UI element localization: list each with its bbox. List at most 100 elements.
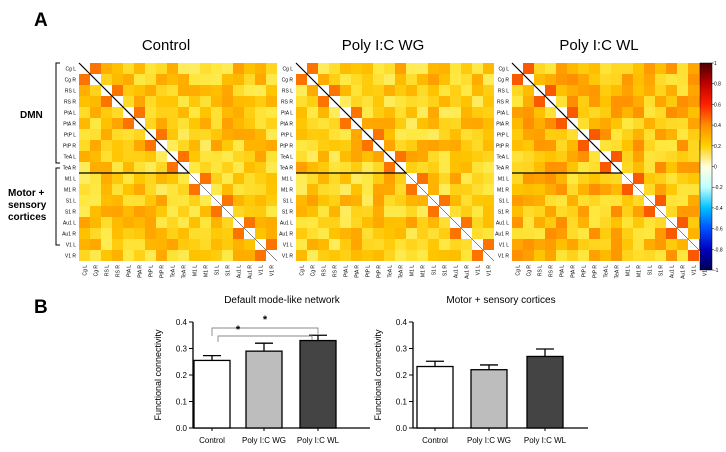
heatmap-cell (523, 173, 534, 184)
heatmap-cell (611, 85, 622, 96)
heatmap-cell (90, 107, 101, 118)
heatmap-cell (600, 129, 611, 140)
heatmap-cell (666, 140, 677, 151)
heatmap-cell (90, 173, 101, 184)
colorbar-strip (699, 62, 713, 271)
heatmap-cell (373, 206, 384, 217)
column-label: RS R (549, 265, 555, 277)
heatmap-cell (567, 107, 578, 118)
heatmap-cell (189, 184, 200, 195)
heatmap-cell (512, 239, 523, 250)
heatmap-cell (79, 228, 90, 239)
heatmap-cell (655, 250, 666, 261)
heatmap-cell (611, 96, 622, 107)
heatmap-cell (255, 140, 266, 151)
heatmap-cell (534, 63, 545, 74)
heatmap-cell (622, 250, 633, 261)
heatmap-cell (178, 206, 189, 217)
column-label: TeA L (388, 265, 394, 278)
heatmap-cell (406, 195, 417, 206)
row-label: RS L (65, 89, 76, 95)
heatmap-cell (406, 151, 417, 162)
heatmap-cell (167, 250, 178, 261)
heatmap-cell (578, 96, 589, 107)
heatmap-cell (123, 140, 134, 151)
heatmap-cell (428, 228, 439, 239)
heatmap-cell (600, 206, 611, 217)
heatmap-cell (222, 250, 233, 261)
heatmap-cell (200, 63, 211, 74)
heatmap-cell (567, 195, 578, 206)
row-label: PtA R (496, 122, 509, 128)
heatmap-cell (101, 184, 112, 195)
heatmap-cell (145, 195, 156, 206)
heatmap-cell (362, 228, 373, 239)
heatmap-cell (655, 63, 666, 74)
heatmap-cell (644, 107, 655, 118)
heatmap-cell (395, 228, 406, 239)
heatmap-cell (189, 140, 200, 151)
group-label-motor-2: sensory (8, 200, 47, 211)
row-label: V1 L (499, 243, 510, 249)
heatmap-cell (688, 85, 699, 96)
heatmap-cell (200, 118, 211, 129)
heatmap-cell (589, 96, 600, 107)
heatmap-cell (589, 63, 600, 74)
heatmap-cell (450, 107, 461, 118)
heatmap-cell (329, 184, 340, 195)
heatmap-cell (255, 217, 266, 228)
heatmap-cell (266, 162, 277, 173)
heatmap-cell (512, 173, 523, 184)
heatmap-cell (329, 228, 340, 239)
heatmap-cell (255, 162, 266, 173)
heatmap-cell (340, 228, 351, 239)
heatmap-cell (450, 96, 461, 107)
column-label: Au1 R (248, 265, 254, 279)
heatmap-cell (200, 239, 211, 250)
heatmap-cell (167, 228, 178, 239)
heatmap-cell (362, 63, 373, 74)
heatmap-cell (318, 184, 329, 195)
heatmap-cell (589, 151, 600, 162)
heatmap-cell (622, 151, 633, 162)
heatmap-cell (406, 217, 417, 228)
heatmap-cell (655, 140, 666, 151)
heatmap-cell (600, 217, 611, 228)
heatmap-cell (296, 85, 307, 96)
heatmap-cell (296, 118, 307, 129)
heatmap-cell (156, 162, 167, 173)
heatmap-cell (266, 118, 277, 129)
x-tick-label: Poly I:C WL (524, 436, 567, 445)
row-label: RS L (282, 89, 293, 95)
heatmap-cell (567, 140, 578, 151)
y-tick-label: 0.2 (396, 371, 408, 380)
heatmap-cell (134, 85, 145, 96)
heatmap-cell (178, 63, 189, 74)
heatmap-cell (340, 85, 351, 96)
heatmap-cell (578, 63, 589, 74)
column-label: M1 L (410, 265, 416, 276)
heatmap-cell (666, 195, 677, 206)
heatmap-cell (112, 239, 123, 250)
heatmap-cell (266, 85, 277, 96)
heatmap-cell (406, 228, 417, 239)
column-label: PtP L (149, 265, 155, 277)
heatmap-cell (134, 151, 145, 162)
heatmap-cell (556, 184, 567, 195)
heatmap-cell (329, 107, 340, 118)
heatmap-cell (222, 85, 233, 96)
heatmap-cell (556, 173, 567, 184)
y-axis-label: Functional connectivity (373, 329, 383, 421)
heatmap-cell (211, 74, 222, 85)
heatmap-cell (644, 151, 655, 162)
heatmap-cell (439, 217, 450, 228)
heatmap-cell (578, 140, 589, 151)
heatmap-cell (417, 250, 428, 261)
heatmap-cell (461, 129, 472, 140)
heatmap-cell (534, 74, 545, 85)
heatmap-cell (189, 239, 200, 250)
heatmap-cell (578, 195, 589, 206)
bar (299, 339, 337, 429)
heatmap-cell (523, 250, 534, 261)
heatmap-cell (329, 173, 340, 184)
